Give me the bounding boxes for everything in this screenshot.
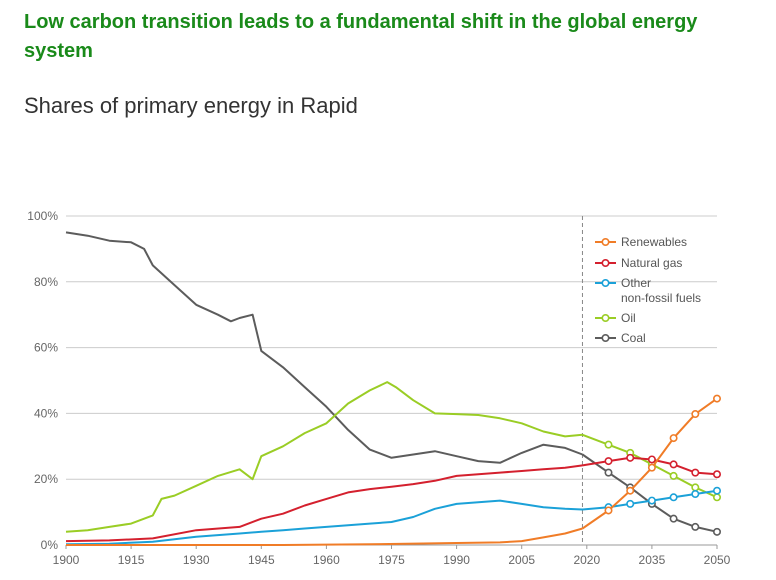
y-axis-ticks: 0% 20% 40% 60% 80% 100% — [27, 209, 58, 552]
y-tick-label: 20% — [34, 472, 58, 486]
legend-marker-other-non-fossil-fuels — [601, 278, 610, 287]
data-point-marker — [691, 490, 700, 499]
x-tick-label: 1945 — [248, 553, 275, 567]
x-tick-label: 1990 — [443, 553, 470, 567]
data-point-marker — [691, 522, 700, 531]
data-point-marker — [626, 453, 635, 462]
y-tick-label: 0% — [41, 538, 59, 552]
x-tick-label: 2005 — [508, 553, 535, 567]
legend-label: Coal — [621, 331, 646, 345]
data-point-marker — [604, 506, 613, 515]
series-line-history — [65, 231, 583, 464]
x-tick-label: 1975 — [378, 553, 405, 567]
data-point-marker — [712, 527, 721, 536]
grid-lines — [66, 215, 717, 546]
series-line-history — [65, 381, 583, 533]
data-point-marker — [669, 434, 678, 443]
data-point-marker — [669, 493, 678, 502]
legend-marker-coal — [601, 333, 610, 342]
x-tick-label: 2035 — [639, 553, 666, 567]
legend-label: Oil — [621, 311, 636, 325]
legend-marker-oil — [601, 313, 610, 322]
data-point-marker — [647, 455, 656, 464]
data-point-marker — [669, 514, 678, 523]
x-tick-label: 2020 — [573, 553, 600, 567]
x-tick-label: 1930 — [183, 553, 210, 567]
data-point-marker — [647, 496, 656, 505]
data-point-marker — [647, 463, 656, 472]
data-point-marker — [626, 486, 635, 495]
legend-marker-natural-gas — [601, 258, 610, 267]
y-tick-label: 60% — [34, 341, 58, 355]
series-renewables — [66, 394, 721, 546]
y-tick-label: 100% — [27, 209, 58, 223]
data-point-marker — [604, 468, 613, 477]
chart-subtitle: Shares of primary energy in Rapid — [24, 93, 358, 118]
x-tick-label: 2050 — [704, 553, 731, 567]
data-point-marker — [691, 468, 700, 477]
legend-label: Natural gas — [621, 256, 682, 270]
data-point-marker — [691, 483, 700, 492]
legend-label: non-fossil fuels — [621, 291, 701, 305]
series-line-history — [65, 464, 583, 543]
x-tick-label: 1915 — [118, 553, 145, 567]
y-tick-label: 80% — [34, 275, 58, 289]
data-point-marker — [712, 493, 721, 502]
data-point-marker — [691, 410, 700, 419]
series-lines — [65, 231, 721, 546]
data-point-marker — [669, 460, 678, 469]
data-point-marker — [626, 499, 635, 508]
y-tick-label: 40% — [34, 406, 58, 420]
legend-label: Other — [621, 276, 651, 290]
data-point-marker — [712, 486, 721, 495]
series-natural-gas — [65, 453, 721, 543]
legend-marker-renewables — [601, 238, 610, 247]
data-point-marker — [669, 471, 678, 480]
data-point-marker — [712, 470, 721, 479]
series-line-history — [66, 527, 583, 546]
x-tick-label: 1900 — [53, 553, 80, 567]
x-tick-label: 1960 — [313, 553, 340, 567]
x-axis-ticks: 1900 1915 1930 1945 1960 1975 1990 2005 2020 2035… — [53, 545, 731, 567]
chart-headline: Low carbon transition leads to a fundame… — [24, 11, 698, 62]
legend-label: Renewables — [621, 235, 687, 249]
data-point-marker — [604, 440, 613, 449]
data-point-marker — [604, 457, 613, 466]
series-line-history — [65, 499, 583, 546]
data-point-marker — [712, 394, 721, 403]
